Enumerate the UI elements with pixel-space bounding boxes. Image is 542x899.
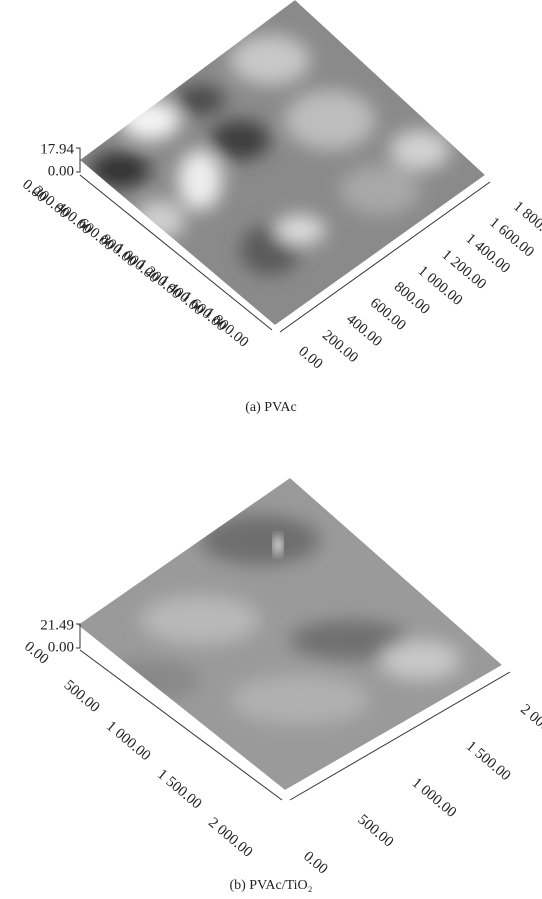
right-axis-tick-label: 1 500.00: [463, 738, 514, 784]
z-tick-label: 0.00: [48, 163, 74, 179]
left-axis-tick-label: 1 500.00: [154, 766, 205, 812]
right-axis-tick-label: 0.00: [300, 848, 330, 877]
right-axis-tick-label: 0.00: [295, 343, 325, 372]
figure: (a) PVAc (b) PVAc/TiO₂ 17.940.000.00200.…: [0, 0, 542, 899]
left-axis-tick-label: 500.00: [61, 677, 103, 716]
caption: (b) PVAc/TiO₂: [229, 878, 312, 893]
z-tick-label: 21.49: [40, 617, 74, 633]
right-axis-tick-label: 2 000.00: [517, 701, 542, 747]
left-axis-tick-label: 2 000.00: [205, 815, 256, 861]
caption: (a) PVAc: [245, 400, 296, 415]
right-axis-tick-label: 500.00: [354, 812, 396, 851]
z-tick-label: 17.94: [40, 141, 74, 157]
z-tick-label: 0.00: [48, 639, 74, 655]
right-axis-tick-label: 1 000.00: [409, 775, 460, 821]
left-axis-tick-label: 1 000.00: [103, 718, 154, 764]
left-axis-tick-label: 1 800.00: [201, 305, 252, 351]
